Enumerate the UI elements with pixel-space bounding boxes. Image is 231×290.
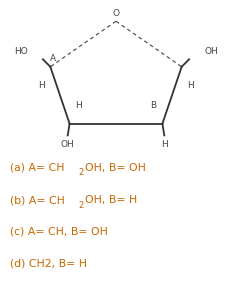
Text: H: H [75, 101, 82, 110]
Text: OH: OH [204, 47, 217, 56]
Text: (a) A= CH: (a) A= CH [9, 163, 64, 173]
Text: OH, B= OH: OH, B= OH [85, 163, 145, 173]
Text: OH: OH [60, 140, 74, 149]
Text: 2: 2 [78, 201, 84, 210]
Text: (c) A= CH, B= OH: (c) A= CH, B= OH [9, 227, 107, 237]
Text: 2: 2 [78, 168, 83, 177]
Text: OH, B= H: OH, B= H [85, 195, 137, 206]
Text: (d) CH2, B= H: (d) CH2, B= H [9, 258, 86, 268]
Text: B: B [150, 101, 156, 110]
Text: (b) A= CH: (b) A= CH [9, 195, 64, 206]
Text: H: H [38, 81, 44, 90]
Text: H: H [161, 140, 167, 149]
Text: A: A [49, 54, 55, 63]
Text: O: O [112, 9, 119, 18]
Text: HO: HO [14, 47, 27, 56]
Text: H: H [187, 81, 193, 90]
